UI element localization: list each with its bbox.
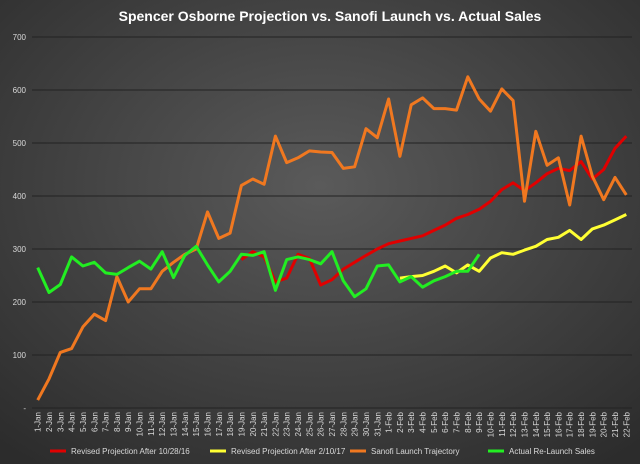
y-tick-label: - <box>23 404 26 413</box>
chart-title: Spencer Osborne Projection vs. Sanofi La… <box>119 8 542 24</box>
x-tick-label: 13-Jan <box>170 412 179 436</box>
x-tick-label: 8-Jan <box>113 412 122 432</box>
x-tick-label: 10-Jan <box>136 412 145 436</box>
series-line <box>36 75 628 401</box>
x-tick-label: 13-Feb <box>520 411 529 437</box>
x-tick-label: 12-Feb <box>509 411 518 437</box>
x-tick-label: 20-Feb <box>600 411 609 437</box>
x-tick-label: 16-Feb <box>554 411 563 437</box>
x-tick-label: 11-Jan <box>147 412 156 436</box>
x-tick-label: 1-Feb <box>385 411 394 432</box>
x-tick-label: 18-Feb <box>577 411 586 437</box>
x-tick-label: 15-Jan <box>192 412 201 436</box>
x-tick-label: 9-Feb <box>475 411 484 432</box>
x-tick-label: 6-Feb <box>441 411 450 432</box>
legend-label: Revised Projection After 2/10/17 <box>231 447 346 456</box>
x-tick-label: 17-Jan <box>215 412 224 436</box>
x-tick-label: 19-Jan <box>237 412 246 436</box>
x-tick-label: 31-Jan <box>373 412 382 436</box>
x-tick-label: 2-Feb <box>396 411 405 432</box>
x-tick-label: 4-Feb <box>419 411 428 432</box>
legend-label: Actual Re-Launch Sales <box>509 447 595 456</box>
y-tick-label: 200 <box>13 298 27 307</box>
legend-label: Sanofi Launch Trajectory <box>371 447 460 456</box>
x-tick-label: 23-Jan <box>283 412 292 436</box>
x-tick-label: 10-Feb <box>486 411 495 437</box>
x-tick-label: 21-Jan <box>260 412 269 436</box>
series-line <box>399 213 627 280</box>
x-tick-label: 19-Feb <box>588 411 597 437</box>
x-tick-label: 29-Jan <box>351 412 360 436</box>
x-tick-label: 15-Feb <box>543 411 552 437</box>
x-tick-label: 24-Jan <box>294 412 303 436</box>
x-tick-label: 3-Feb <box>407 411 416 432</box>
x-tick-label: 30-Jan <box>362 412 371 436</box>
x-tick-label: 4-Jan <box>68 412 77 432</box>
x-tick-label: 25-Jan <box>305 412 314 436</box>
x-tick-label: 9-Jan <box>124 412 133 432</box>
x-tick-label: 1-Jan <box>34 412 43 432</box>
x-tick-label: 26-Jan <box>317 412 326 436</box>
y-tick-label: 600 <box>13 86 27 95</box>
x-tick-label: 16-Jan <box>203 412 212 436</box>
x-tick-label: 28-Jan <box>339 412 348 436</box>
y-tick-label: 500 <box>13 139 27 148</box>
y-tick-label: 100 <box>13 351 27 360</box>
legend-label: Revised Projection After 10/28/16 <box>71 447 190 456</box>
x-tick-label: 7-Jan <box>102 412 111 432</box>
x-tick-label: 18-Jan <box>226 412 235 436</box>
x-tick-label: 7-Feb <box>453 411 462 432</box>
x-tick-label: 14-Feb <box>532 411 541 437</box>
x-tick-label: 12-Jan <box>158 412 167 436</box>
x-tick-label: 2-Jan <box>45 412 54 432</box>
x-tick-label: 14-Jan <box>181 412 190 436</box>
x-tick-label: 20-Jan <box>249 412 258 436</box>
x-tick-label: 8-Feb <box>464 411 473 432</box>
x-tick-label: 27-Jan <box>328 412 337 436</box>
y-tick-label: 700 <box>13 33 27 42</box>
series-line <box>36 244 481 299</box>
x-tick-label: 22-Jan <box>271 412 280 436</box>
x-tick-label: 5-Feb <box>430 411 439 432</box>
x-tick-label: 3-Jan <box>56 412 65 432</box>
x-tick-label: 21-Feb <box>611 411 620 437</box>
y-tick-label: 400 <box>13 192 27 201</box>
x-tick-label: 6-Jan <box>90 412 99 432</box>
x-tick-label: 5-Jan <box>79 412 88 432</box>
x-tick-label: 22-Feb <box>622 411 631 437</box>
y-tick-label: 300 <box>13 245 27 254</box>
x-tick-label: 11-Feb <box>498 411 507 436</box>
x-tick-label: 17-Feb <box>566 411 575 437</box>
